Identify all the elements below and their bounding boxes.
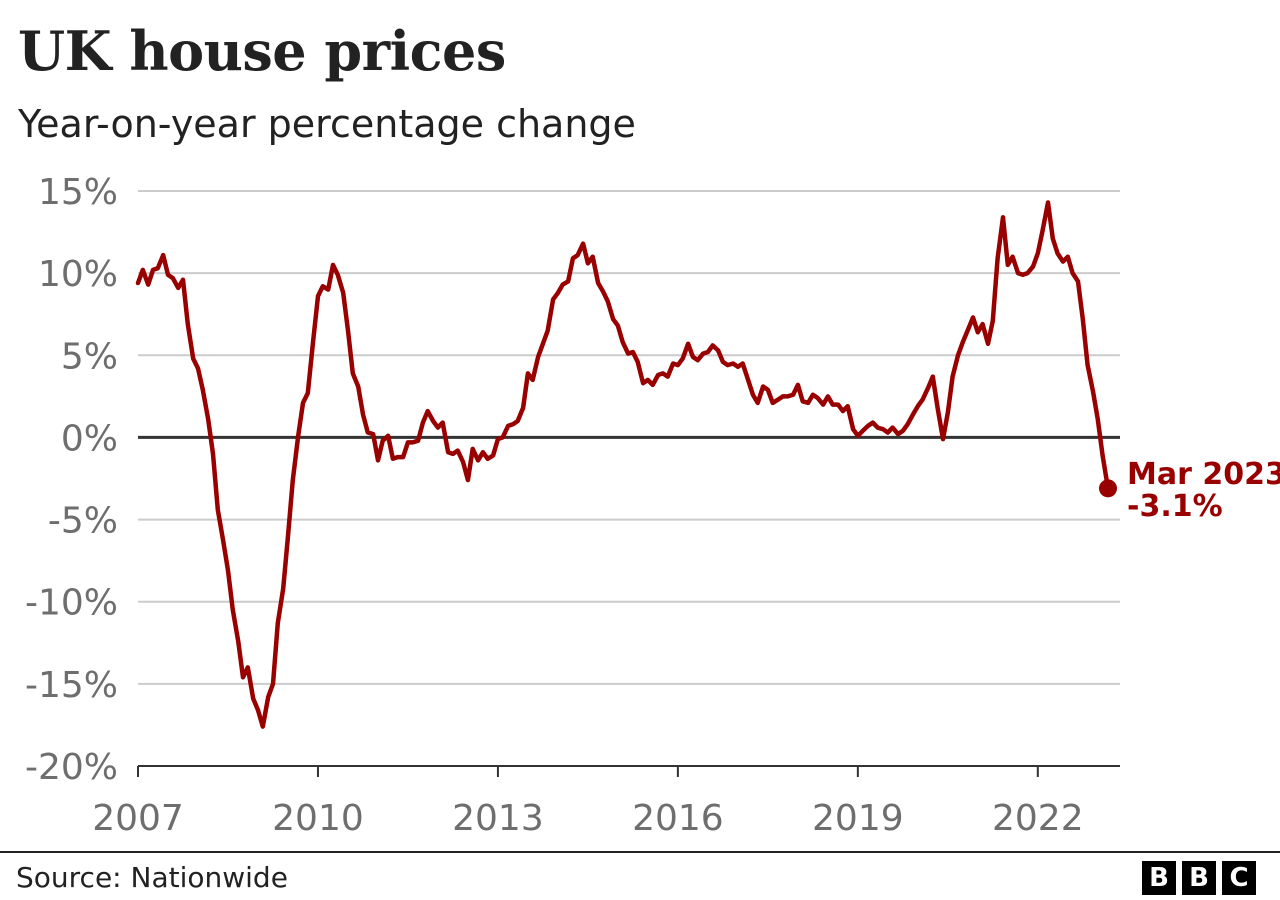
x-tick-label: 2022 [992, 798, 1084, 839]
y-tick-label: 10% [38, 254, 118, 295]
annotation-date: Mar 2023 [1127, 457, 1280, 492]
y-tick-label: -10% [25, 583, 118, 624]
y-tick-label: 0% [61, 418, 118, 459]
y-axis-labels: 15% 10% 5% 0% -5% -10% -15% -20% [25, 172, 118, 788]
y-tick-label: 5% [61, 336, 118, 377]
x-tick-label: 2007 [92, 798, 184, 839]
y-tick-label: 15% [38, 172, 118, 213]
annotation-layer: Mar 2023-3.1% [1099, 457, 1280, 524]
grid-layer [138, 190, 1120, 685]
x-tick-label: 2010 [272, 798, 364, 839]
bbc-logo: B B C [1142, 861, 1256, 895]
logo-letter-c: C [1222, 861, 1256, 895]
logo-letter-b2: B [1182, 861, 1216, 895]
logo-letter-b1: B [1142, 861, 1176, 895]
y-tick-label: -15% [25, 665, 118, 706]
x-tick-label: 2019 [812, 798, 904, 839]
chart-subtitle: Year-on-year percentage change [18, 102, 636, 146]
x-tick-label: 2016 [632, 798, 724, 839]
series-layer [135, 200, 1111, 729]
annotation-value: -3.1% [1127, 489, 1223, 524]
source-credit: Source: Nationwide [16, 861, 288, 894]
y-tick-label: -20% [25, 747, 118, 788]
series-line-0 [135, 200, 1111, 729]
end-point-marker [1099, 479, 1117, 498]
x-axis: 2007 2010 2013 2016 2019 2022 [92, 765, 1120, 839]
footer-divider [0, 851, 1280, 853]
y-tick-label: -5% [48, 501, 118, 542]
x-tick-label: 2013 [452, 798, 544, 839]
chart-title: UK house prices [18, 19, 506, 83]
